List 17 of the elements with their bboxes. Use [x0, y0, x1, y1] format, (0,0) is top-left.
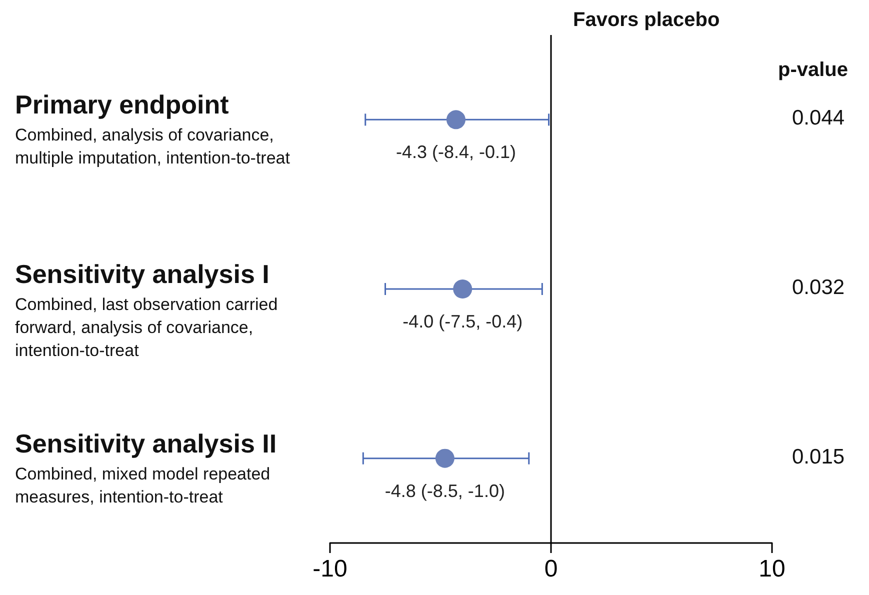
text: p-value: [778, 59, 848, 81]
y-tick-label: Sensitivity analysis I: [15, 259, 270, 289]
data-label: -4.8 (-8.5, -1.0): [384, 480, 505, 501]
data-label: -4.3 (-8.4, -0.1): [396, 142, 516, 162]
text: 0.032: [792, 276, 845, 299]
x-tick-label: -10: [312, 556, 348, 582]
y-tick-label: Primary endpoint: [15, 90, 230, 120]
text: Combined, mixed model repeated measures, intention-to-treat: [15, 464, 275, 506]
text: 0.015: [792, 445, 845, 468]
text: Combined, analysis of covariance, multiple imputation, intention-to-treat: [15, 126, 290, 168]
text: Favors placebo: [573, 9, 720, 31]
x-tick-label: 10: [758, 556, 786, 582]
x-tick-label: 0: [544, 556, 558, 582]
y-tick-label: Sensitivity analysis II: [15, 428, 277, 458]
text: Combined, last observation carried forward, analysis of covariance, intention-to-treat: [15, 295, 282, 360]
text: 0.044: [792, 106, 845, 130]
data-label: -4.0 (-7.5, -0.4): [402, 312, 523, 332]
